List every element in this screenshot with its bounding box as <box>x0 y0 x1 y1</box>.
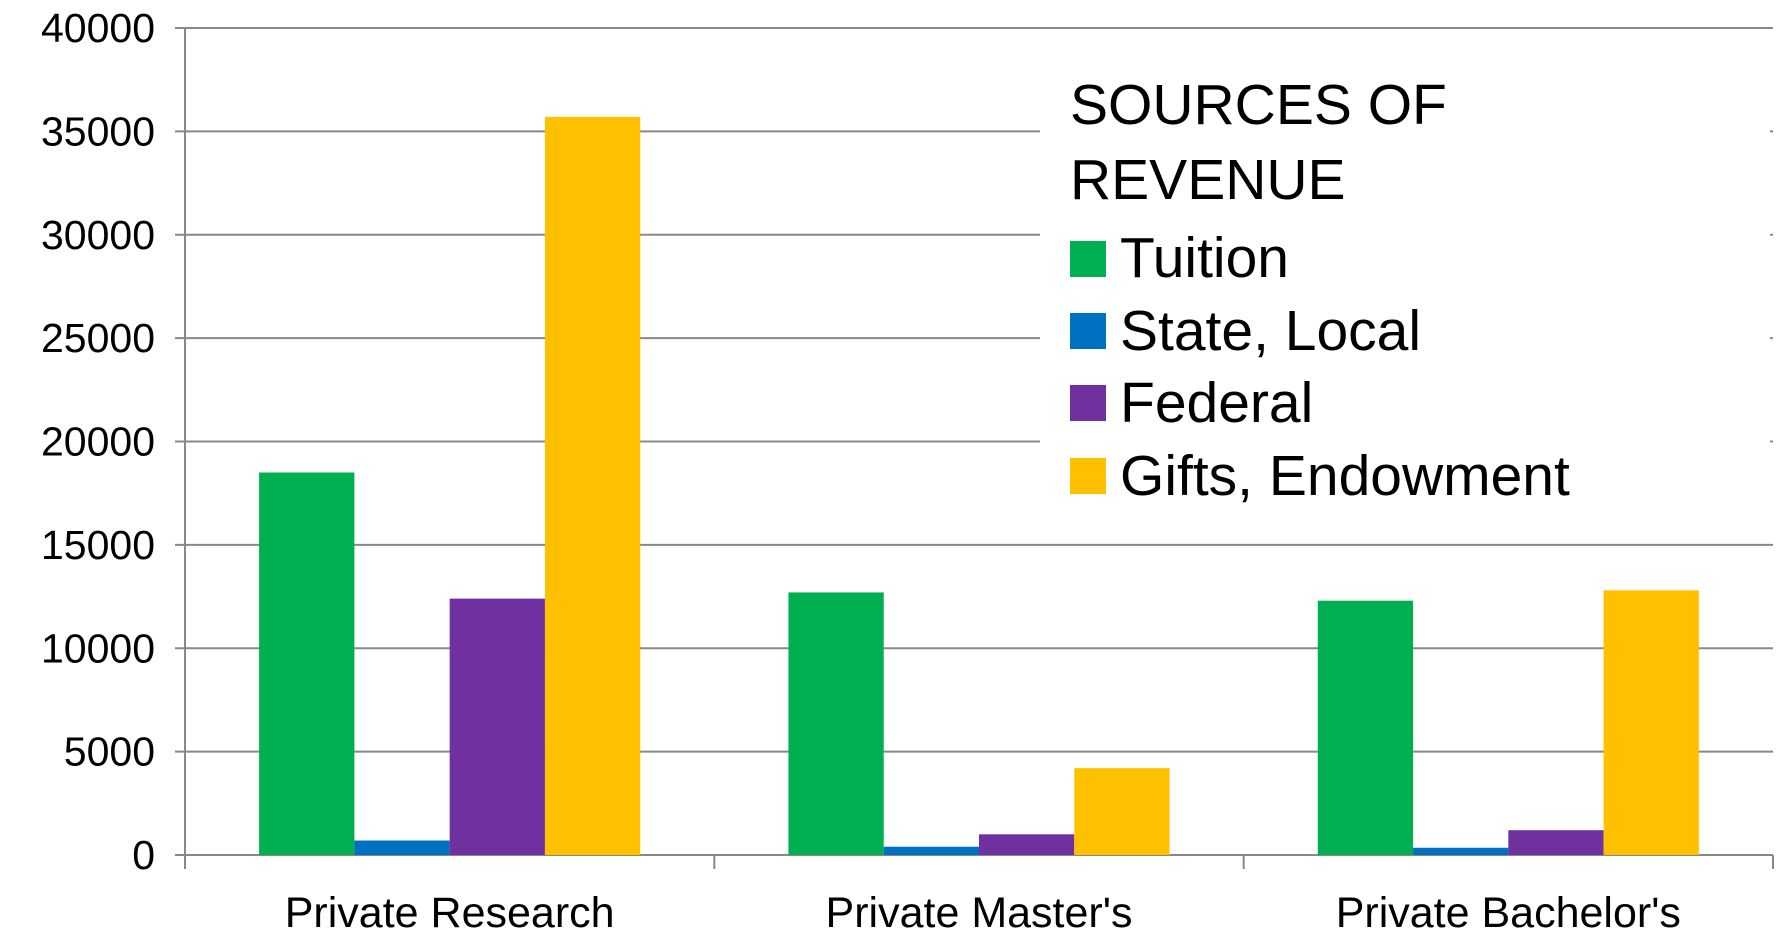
legend-swatch <box>1070 240 1106 277</box>
legend-title: SOURCES OF REVENUE <box>1070 73 1447 213</box>
bar <box>1074 768 1170 855</box>
y-tick-label: 10000 <box>41 625 155 671</box>
bar <box>259 472 355 855</box>
bar <box>1317 600 1414 855</box>
legend-swatch <box>1070 313 1106 350</box>
legend-swatch <box>1070 457 1106 494</box>
x-tick-label: Private Bachelor's <box>1336 889 1681 937</box>
legend-item: Gifts, Endowment <box>1070 440 1770 512</box>
legend-label: Tuition <box>1120 226 1289 291</box>
y-tick-label: 35000 <box>41 108 155 154</box>
legend-label: Gifts, Endowment <box>1120 443 1570 508</box>
y-tick-label: 20000 <box>41 419 155 465</box>
bar <box>544 116 641 856</box>
bar <box>788 592 884 855</box>
y-tick-label: 5000 <box>64 729 155 775</box>
bar <box>883 846 979 855</box>
legend: SOURCES OF REVENUE Tuition State, Local Fe… <box>1040 62 1770 522</box>
legend-label: State, Local <box>1120 298 1422 363</box>
legend-item: Federal <box>1070 367 1770 439</box>
legend-swatch <box>1070 385 1106 422</box>
y-tick-label: 0 <box>132 832 155 878</box>
x-tick-label: Private Research <box>285 889 615 937</box>
legend-item: State, Local <box>1070 295 1770 367</box>
y-tick-label: 40000 <box>41 5 155 51</box>
bar <box>1413 847 1509 855</box>
bar <box>1508 830 1604 855</box>
y-tick-label: 15000 <box>41 522 155 568</box>
legend-item: Tuition <box>1070 222 1770 294</box>
y-tick-label: 30000 <box>41 212 155 258</box>
x-tick-label: Private Master's <box>826 889 1133 937</box>
bar <box>449 598 545 855</box>
bar <box>354 840 450 855</box>
bar <box>1603 590 1699 855</box>
bar <box>979 834 1075 855</box>
legend-label: Federal <box>1120 371 1314 436</box>
y-tick-label: 25000 <box>41 315 155 361</box>
